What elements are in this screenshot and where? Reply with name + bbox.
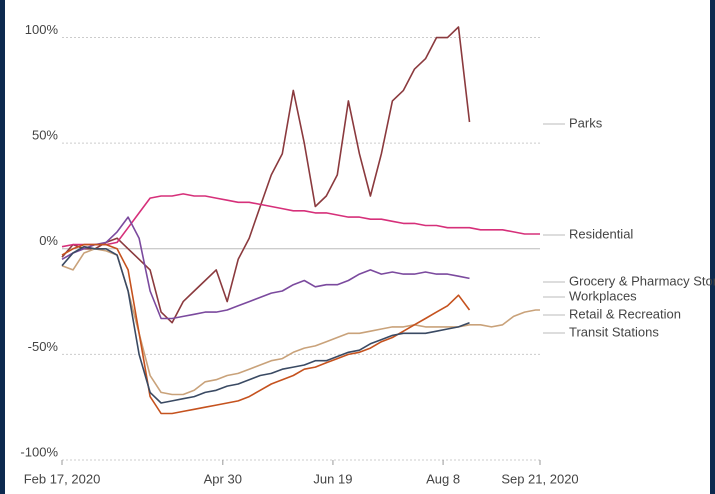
legend-label: Workplaces <box>569 288 637 303</box>
x-tick-label: Aug 8 <box>426 471 460 486</box>
series-line <box>61 248 540 396</box>
x-tick-label: Feb 17, 2020 <box>24 471 101 486</box>
series-line <box>61 26 471 324</box>
series-line <box>61 245 470 404</box>
legend-label: Grocery & Pharmacy Stores <box>569 273 715 288</box>
x-tick-label: Sep 21, 2020 <box>501 471 578 486</box>
plot-background <box>5 0 710 494</box>
y-tick-label: -50% <box>28 339 59 354</box>
x-tick-label: Apr 30 <box>204 471 242 486</box>
legend-label: Transit Stations <box>569 324 659 339</box>
series-line <box>61 216 470 320</box>
y-tick-label: -100% <box>20 444 58 459</box>
x-tick-label: Jun 19 <box>313 471 352 486</box>
legend-label: Residential <box>569 226 633 241</box>
y-tick-label: 0% <box>39 233 58 248</box>
legend-label: Parks <box>569 115 603 130</box>
series-line <box>61 193 540 248</box>
series-line <box>61 243 471 415</box>
y-tick-label: 100% <box>25 22 59 37</box>
y-tick-label: 50% <box>32 128 58 143</box>
legend-label: Retail & Recreation <box>569 306 681 321</box>
